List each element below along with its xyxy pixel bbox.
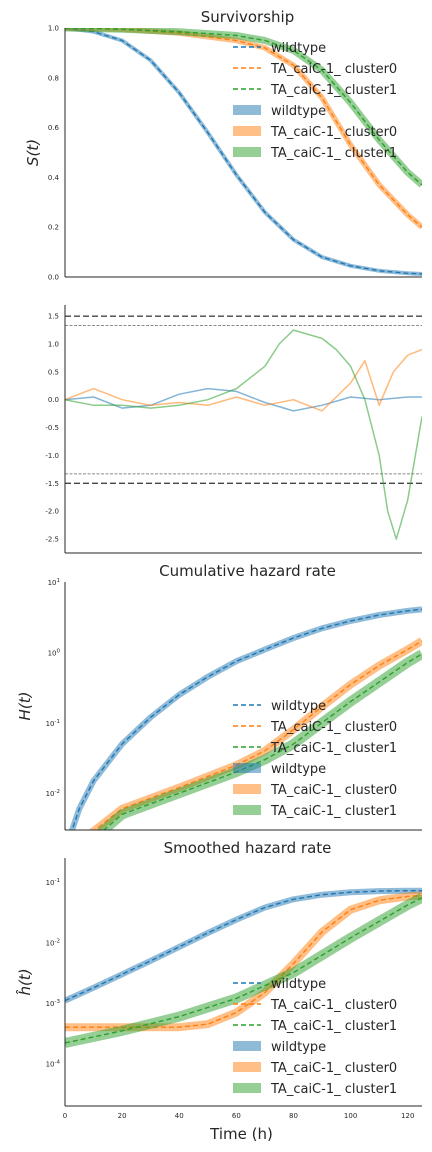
legend-label: TA_caiC-1_ cluster1 <box>270 83 397 98</box>
legend-label: TA_caiC-1_ cluster1 <box>270 1019 397 1034</box>
y-tick-label: -2.5 <box>45 536 59 544</box>
y-axis-label: H(t) <box>16 692 34 721</box>
panel-2: -2.5 -2.0 -1.5 -1.0 -0.5 0.0 0.5 1.0 1.5 <box>45 305 422 554</box>
y-tick-label: 0.0 <box>48 274 59 282</box>
legend-band-swatch <box>233 147 261 157</box>
y-tick-label: 0.6 <box>48 124 60 132</box>
chart-title: Smoothed hazard rate <box>164 839 332 857</box>
y-tick-label: 0.8 <box>48 74 59 82</box>
y-tick-label: 0.4 <box>48 174 60 182</box>
legend-label: wildtype <box>271 762 326 777</box>
legend-label: wildtype <box>271 977 326 992</box>
series-fit-1 <box>65 28 422 275</box>
y-tick-label: 101 <box>48 578 60 587</box>
x-tick-label: 40 <box>175 1112 184 1120</box>
y-tick-label: -2.0 <box>45 508 59 516</box>
series-fit-1 <box>71 608 422 830</box>
y-tick-label: 10-1 <box>46 719 60 728</box>
legend-band-swatch <box>233 105 261 115</box>
legend-label: wildtype <box>271 41 326 56</box>
legend-band-swatch <box>233 763 261 773</box>
y-tick-label: 0.2 <box>48 224 59 232</box>
y-tick-label: -0.5 <box>45 424 59 432</box>
y-tick-label: 10-2 <box>46 939 60 948</box>
y-tick-label: 0.5 <box>48 368 59 376</box>
y-tick-label: 10-1 <box>46 878 60 887</box>
plot-area <box>65 315 422 540</box>
series-fit-2 <box>93 640 422 830</box>
plot-area <box>68 606 422 830</box>
series-fit-3 <box>65 28 422 186</box>
series-line-3 <box>65 329 422 540</box>
plot-area <box>65 887 422 1048</box>
legend: wildtype TA_caiC-1_ cluster0 TA_caiC-1_ cl… <box>233 977 397 1097</box>
x-tick-label: 60 <box>232 1112 241 1120</box>
series-line-1 <box>65 387 422 412</box>
legend-label: wildtype <box>271 104 326 119</box>
y-tick-label: 10-4 <box>46 1060 61 1069</box>
panel-3: 10-2 10-1 100 101 Cumulative hazard rate H(t)… <box>16 562 422 831</box>
legend-band-swatch <box>233 1083 261 1093</box>
x-tick-label: 0 <box>63 1112 67 1120</box>
y-tick-label: 1.0 <box>48 341 59 349</box>
legend-band-swatch <box>233 805 261 815</box>
legend-label: TA_caiC-1_ cluster1 <box>270 741 397 756</box>
y-tick-label: 100 <box>48 648 61 657</box>
legend-label: TA_caiC-1_ cluster0 <box>270 783 397 798</box>
legend-label: TA_caiC-1_ cluster1 <box>270 804 397 819</box>
y-tick-label: 10-2 <box>46 789 60 798</box>
legend-label: TA_caiC-1_ cluster0 <box>270 1061 397 1076</box>
series-fit-1 <box>65 890 422 1002</box>
series-line-2 <box>65 348 422 412</box>
series-fit-2 <box>65 28 422 228</box>
y-tick-label: 1.0 <box>48 25 59 33</box>
legend-band-swatch <box>233 1041 261 1051</box>
x-tick-label: 100 <box>344 1112 357 1120</box>
legend-label: wildtype <box>271 1040 326 1055</box>
panel-1: 0.0 0.2 0.4 0.6 0.8 1.0 Survivorship S(t) wildty… <box>24 8 422 282</box>
legend-label: TA_caiC-1_ cluster0 <box>270 720 397 735</box>
legend-band-swatch <box>233 126 261 136</box>
x-tick-label: 120 <box>401 1112 414 1120</box>
chart-title: Cumulative hazard rate <box>159 562 336 580</box>
legend: wildtype TA_caiC-1_ cluster0 TA_caiC-1_ cl… <box>233 699 397 819</box>
legend-label: TA_caiC-1_ cluster1 <box>270 146 397 161</box>
panel-4: 10-4 10-3 10-2 10-1 0 20 40 60 80 100 120 Smoothed … <box>15 839 422 1143</box>
legend-label: TA_caiC-1_ cluster0 <box>270 125 397 140</box>
legend-band-swatch <box>233 784 261 794</box>
y-tick-label: 10-3 <box>46 999 61 1008</box>
legend-label: TA_caiC-1_ cluster0 <box>270 998 397 1013</box>
chart-title: Survivorship <box>201 8 294 26</box>
y-axis-label: S(t) <box>24 139 42 166</box>
legend: wildtype TA_caiC-1_ cluster0 TA_caiC-1_ cl… <box>233 41 397 161</box>
series-fit-3 <box>102 653 422 830</box>
series-fit-3 <box>65 897 422 1044</box>
y-tick-label: -1.5 <box>45 480 59 488</box>
y-tick-label: -1.0 <box>45 452 59 460</box>
y-axis-label: ĥ(t) <box>15 968 34 995</box>
legend-label: TA_caiC-1_ cluster1 <box>270 1082 397 1097</box>
y-tick-label: 1.5 <box>48 313 59 321</box>
x-tick-label: 20 <box>118 1112 127 1120</box>
x-tick-label: 80 <box>289 1112 298 1120</box>
plot-area <box>65 28 422 276</box>
legend-band-swatch <box>233 1062 261 1072</box>
legend-label: TA_caiC-1_ cluster0 <box>270 62 397 77</box>
x-axis-label: Time (h) <box>209 1125 273 1143</box>
y-tick-label: 0.0 <box>48 396 59 404</box>
legend-label: wildtype <box>271 699 326 714</box>
